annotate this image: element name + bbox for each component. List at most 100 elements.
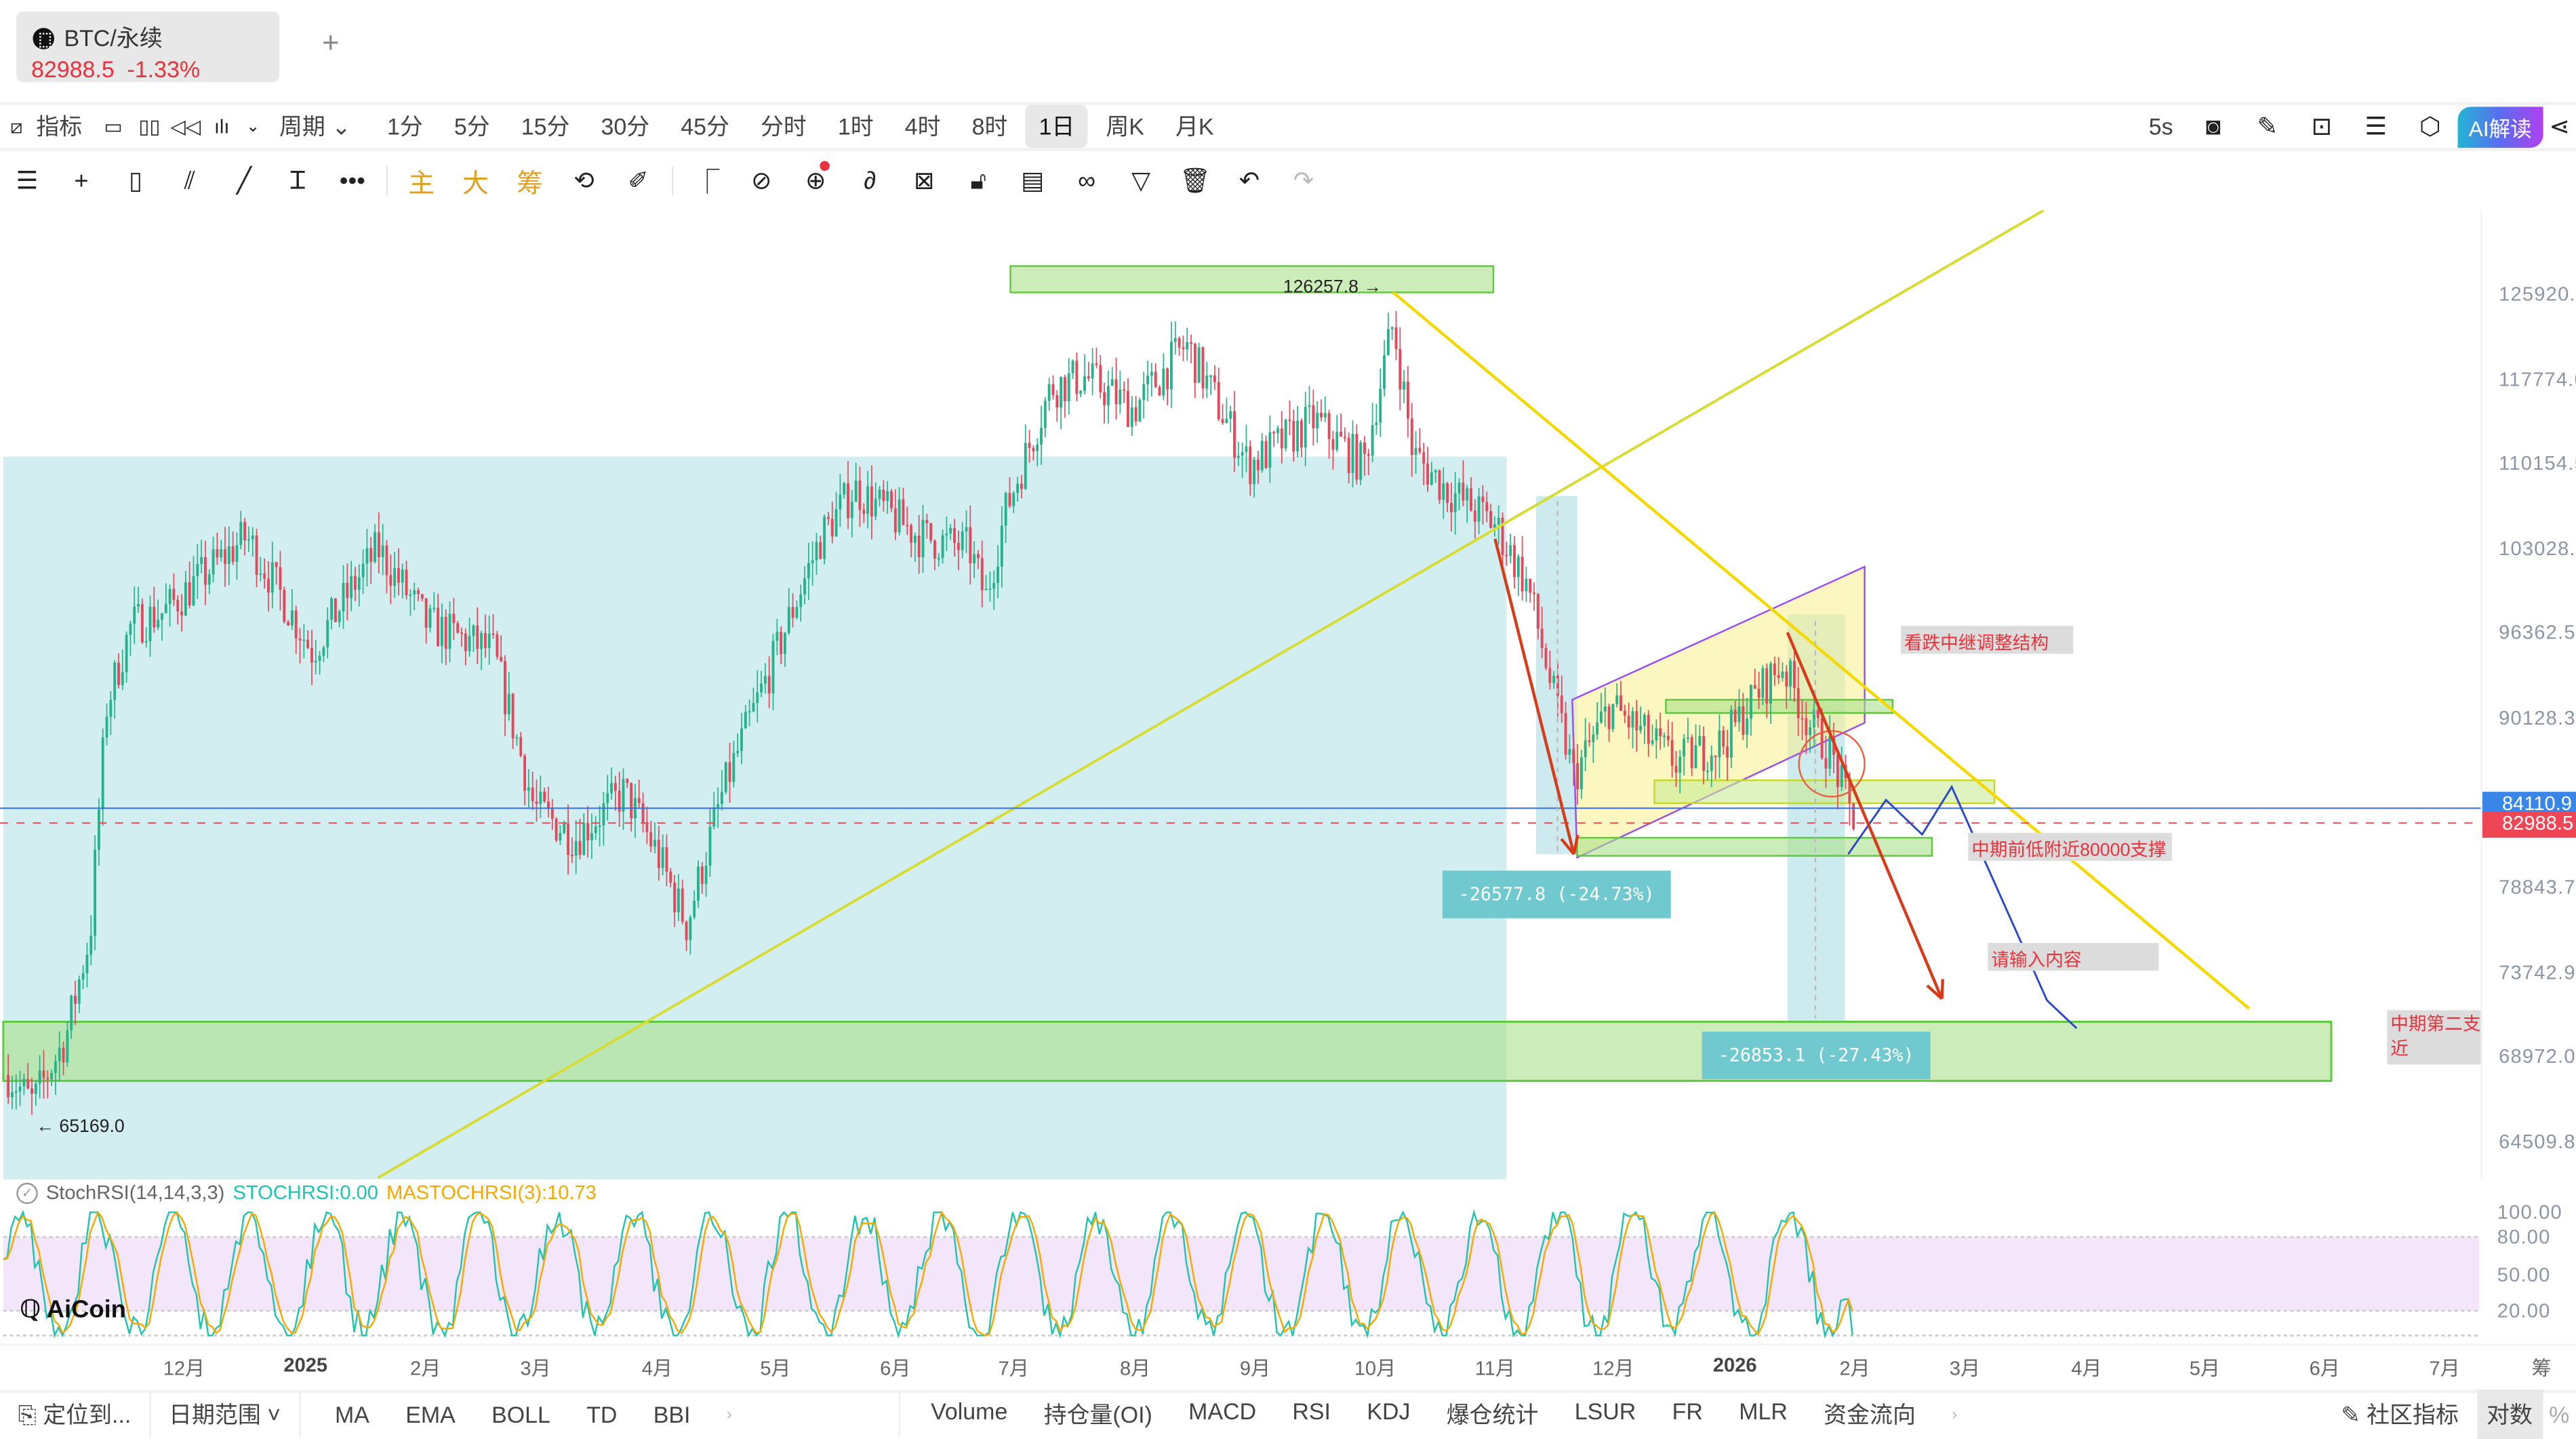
chip-button[interactable]: 筹 — [517, 171, 543, 199]
interval-1[interactable]: 5分 — [454, 113, 490, 140]
menu-icon[interactable]: ☰ — [16, 167, 39, 196]
interval-10[interactable]: 周K — [1106, 113, 1144, 140]
candle-body — [1765, 668, 1769, 704]
candle-body — [886, 491, 889, 502]
share-icon[interactable]: ⋖ — [2549, 113, 2571, 142]
pencil-icon[interactable]: ✎ — [2257, 113, 2278, 142]
candle — [1110, 367, 1114, 386]
community-indicators-button[interactable]: ✎ 社区指标 — [2341, 1401, 2459, 1428]
main-chart-button[interactable]: 主 — [408, 171, 435, 199]
interval-9[interactable]: 1日 — [1026, 105, 1088, 148]
log-scale-toggle[interactable]: 对数 — [2476, 1390, 2543, 1439]
edit-list-icon[interactable]: ▤ — [1020, 167, 1045, 196]
magnet-icon[interactable]: ∂ — [864, 166, 877, 195]
candle — [1706, 762, 1709, 781]
main-indicator-boll[interactable]: BOLL — [491, 1401, 550, 1428]
layout-icon[interactable]: ▯▯ — [138, 115, 161, 138]
candle-body — [1702, 736, 1706, 771]
interval-4[interactable]: 45分 — [681, 113, 729, 140]
main-indicator-bbi[interactable]: BBI — [653, 1401, 691, 1428]
stochrsi-panel[interactable] — [0, 1199, 2480, 1343]
sub-indicator[interactable]: MACD — [1188, 1398, 1257, 1425]
candle-body — [283, 590, 286, 622]
sub-indicator[interactable]: Volume — [931, 1398, 1008, 1425]
more-icon[interactable]: ••• — [339, 166, 365, 195]
candle-type-icon[interactable]: ılı — [214, 115, 230, 138]
interval-5[interactable]: 分时 — [760, 113, 807, 140]
undo-icon[interactable]: ↶ — [1239, 167, 1260, 196]
sub-indicator[interactable]: LSUR — [1574, 1398, 1636, 1425]
flag-icon[interactable]: ⎾ — [695, 168, 720, 197]
horizontal-line-icon[interactable]: + — [74, 166, 89, 195]
refresh-rate[interactable]: 5s — [2148, 113, 2173, 140]
interval-3[interactable]: 30分 — [601, 113, 650, 140]
candle — [1761, 665, 1765, 706]
candle-body — [1158, 387, 1161, 396]
candle — [886, 481, 889, 514]
collapse-icon[interactable]: ✓ — [16, 1181, 38, 1204]
filter-icon[interactable]: ▽ — [1131, 167, 1151, 196]
big-order-button[interactable]: 大 — [462, 171, 489, 199]
candle — [220, 540, 223, 562]
percent-toggle[interactable]: % — [2549, 1401, 2570, 1428]
sub-indicator[interactable]: FR — [1672, 1398, 1703, 1425]
list-icon[interactable]: ☰ — [2364, 113, 2388, 142]
pen-curve-icon[interactable]: ✐ — [628, 167, 649, 196]
add-tab-button[interactable]: + — [322, 26, 340, 60]
candle — [1473, 499, 1476, 539]
main-indicator-ma[interactable]: MA — [335, 1401, 369, 1428]
chevron-down-icon[interactable]: ⌄ — [246, 117, 260, 136]
rewind-icon[interactable]: ◁◁ — [170, 115, 201, 138]
camera-icon[interactable]: ◙ — [2205, 113, 2221, 141]
ai-analysis-button[interactable]: AI解读 — [2457, 106, 2543, 147]
interval-0[interactable]: 1分 — [387, 113, 423, 140]
sub-indicator[interactable]: MLR — [1739, 1398, 1788, 1425]
interval-7[interactable]: 4时 — [904, 113, 941, 140]
interval-11[interactable]: 月K — [1175, 113, 1214, 140]
lock-icon[interactable]: 🔓︎ — [970, 166, 986, 195]
candle — [997, 545, 999, 599]
parallel-channel-icon[interactable]: ⫽ — [184, 166, 196, 195]
ruler-icon[interactable]: ⊘ — [751, 167, 772, 196]
period-dropdown[interactable]: 周期 ⌄ — [279, 113, 351, 140]
candle-body — [1773, 663, 1776, 675]
trend-line-icon[interactable]: ╱ — [236, 167, 251, 196]
price-chart[interactable] — [0, 210, 2481, 1180]
replay-icon[interactable]: ⟲ — [573, 167, 595, 196]
sub-indicator[interactable]: 爆仓统计 — [1446, 1401, 1539, 1428]
candle-body — [1698, 736, 1702, 746]
candle — [586, 805, 590, 858]
main-indicator-ema[interactable]: EMA — [405, 1401, 456, 1428]
sub-indicator[interactable]: 持仓量(OI) — [1043, 1401, 1152, 1428]
add-window-icon[interactable]: ⊡ — [2311, 113, 2333, 142]
candle — [350, 561, 353, 611]
time-axis[interactable]: 12月 2025 2月 3月 4月 5月 6月 7月 8月 9月 10月 11月 12月 2026 2月 3月… — [0, 1343, 2576, 1386]
zoom-icon[interactable]: ⊕ — [788, 161, 843, 201]
sub-indicator[interactable]: RSI — [1292, 1398, 1331, 1425]
sub-indicator[interactable]: KDJ — [1367, 1398, 1411, 1425]
indicator-button[interactable]: 指标 — [36, 113, 83, 140]
interval-2[interactable]: 15分 — [521, 113, 570, 140]
price-axis[interactable]: 125920.5 117774.0 110154.5 103028.0 96362.5 9… — [2480, 210, 2576, 1180]
trash-icon[interactable]: 🗑︎ — [1179, 167, 1211, 196]
link-icon[interactable]: ∞ — [1078, 166, 1096, 195]
rectangle-icon[interactable]: ▯ — [128, 167, 142, 196]
visibility-icon[interactable]: ⊠ — [913, 167, 935, 196]
candle — [1410, 403, 1413, 477]
settings-icon[interactable]: ⬡ — [2419, 113, 2441, 142]
date-range-button[interactable]: 日期范围 ˅ — [169, 1401, 281, 1428]
interval-8[interactable]: 8时 — [971, 113, 1008, 140]
calendar-icon[interactable]: ▭ — [104, 115, 123, 138]
locate-button[interactable]: ⎘ 定位到... — [18, 1401, 132, 1428]
candle — [1726, 729, 1729, 781]
interval-6[interactable]: 1时 — [837, 113, 874, 140]
text-tool-icon[interactable]: Ꮖ — [289, 166, 306, 195]
symbol-tab[interactable]: BTC/永续 82988.5 -1.33% — [16, 11, 279, 83]
more-arrow-icon[interactable]: › — [1952, 1405, 1958, 1423]
sub-indicator[interactable]: 资金流向 — [1824, 1401, 1916, 1428]
candle — [1690, 734, 1693, 776]
redo-icon[interactable]: ↷ — [1293, 167, 1314, 196]
main-indicator-td[interactable]: TD — [586, 1401, 618, 1428]
more-arrow-icon[interactable]: › — [726, 1405, 732, 1423]
candle-body — [251, 535, 254, 540]
